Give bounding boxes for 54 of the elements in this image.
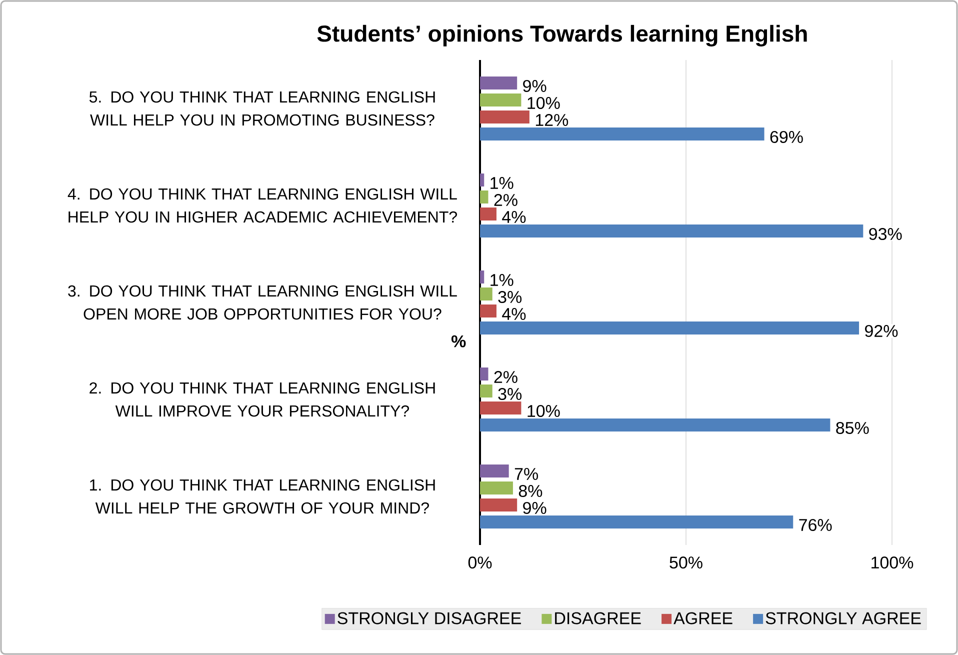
data-label: 10%	[528, 96, 560, 110]
bar	[480, 270, 484, 284]
legend-label: STRONGLY AGREE	[766, 612, 921, 624]
data-label: 2%	[494, 371, 518, 383]
bar	[480, 401, 522, 414]
bar	[480, 481, 513, 494]
bar	[480, 304, 496, 318]
data-label: 12%	[536, 114, 568, 126]
data-label: 4%	[502, 211, 526, 223]
x-tick-label: 0%	[468, 556, 492, 569]
data-label: 69%	[770, 130, 803, 144]
legend-label: DISAGREE	[555, 612, 641, 624]
legend-label: STRONGLY DISAGREE	[338, 612, 521, 624]
bar	[480, 110, 530, 124]
x-tick-label: 50%	[670, 556, 702, 569]
data-label: 8%	[518, 484, 542, 498]
y-tick-label: 3. DO YOU THINK THAT LEARNING ENGLISH WILL OPEN MORE JOB OPPORTUNITIES FOR YOU?	[68, 285, 457, 320]
y-tick-label: 2. DO YOU THINK THAT LEARNING ENGLISH WILL IMPROVE YOUR PERSONALITY?	[90, 382, 435, 417]
data-label: 9%	[523, 502, 546, 514]
y-tick-label: 5. DO YOU THINK THAT LEARNING ENGLISH WILL HELP YOU IN PROMOTING BUSINESS?	[89, 91, 435, 126]
bar	[480, 321, 860, 334]
data-label: 9%	[523, 80, 546, 92]
bar	[480, 224, 864, 238]
y-tick-label: 4. DO YOU THINK THAT LEARNING ENGLISH WILL HELP YOU IN HIGHER ACADEMIC ACHIEVEMENT?	[68, 188, 457, 223]
bar	[480, 515, 794, 528]
bar	[480, 93, 522, 106]
data-label: 10%	[528, 404, 560, 418]
bar	[480, 287, 492, 300]
bar	[480, 207, 496, 220]
data-label: 2%	[494, 194, 518, 206]
data-label: 4%	[502, 308, 526, 320]
y-tick-label: 1. DO YOU THINK THAT LEARNING ENGLISH WILL HELP THE GROWTH OF YOUR MIND?	[90, 479, 435, 514]
bar	[480, 418, 830, 432]
bar	[480, 384, 492, 398]
bar	[480, 76, 518, 90]
data-label: 1%	[490, 274, 514, 286]
bar	[480, 367, 488, 380]
data-label: 3%	[498, 388, 522, 400]
data-label: 76%	[799, 518, 832, 532]
bar	[480, 190, 488, 204]
data-label: 85%	[836, 422, 869, 434]
x-tick-label: 100%	[872, 556, 914, 569]
bar	[480, 127, 764, 140]
bar	[480, 464, 509, 478]
bar	[480, 173, 484, 186]
data-label: 7%	[514, 468, 538, 480]
data-label: 1%	[490, 177, 514, 189]
chart-title: Students’ opinions Towards learning English	[317, 24, 807, 46]
data-label: 3%	[498, 290, 522, 304]
y-axis-title: %	[451, 335, 466, 348]
bar	[480, 498, 518, 512]
legend-label: AGREE	[674, 612, 732, 624]
data-label: 93%	[869, 228, 902, 240]
data-label: 92%	[865, 324, 898, 338]
